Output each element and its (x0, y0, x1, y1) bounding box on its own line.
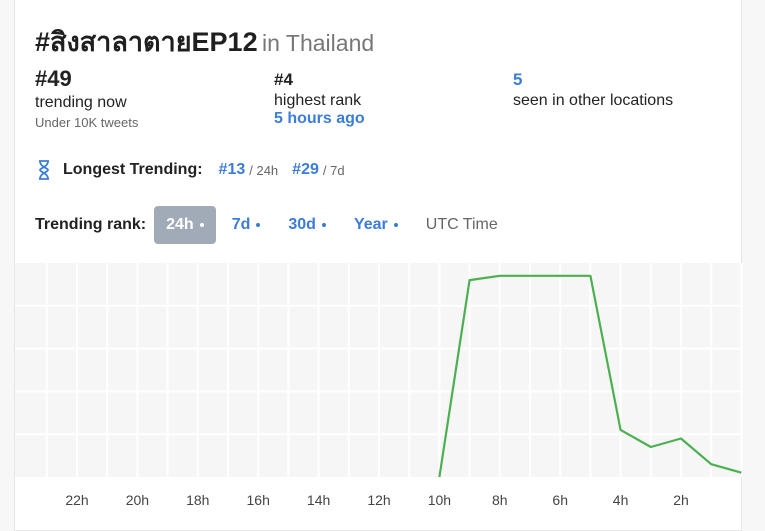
trend-chart: 22h 20h 18h 16h 14h 12h 10h 8h 6h 4h 2h (15, 263, 743, 508)
x-tick-label: 10h (428, 492, 451, 508)
dot-icon (321, 223, 326, 227)
current-rank: #49 (35, 66, 72, 91)
grid-lines (15, 263, 743, 477)
tab-year[interactable]: Year (342, 206, 410, 244)
longest-period-7d: / 7d (322, 162, 345, 178)
page-title: #สิงสาลาตายEP12 in Thailand (35, 20, 374, 63)
highest-rank-time[interactable]: 5 hours ago (274, 110, 365, 127)
x-tick-label: 18h (186, 492, 209, 508)
longest-rank-7d[interactable]: #29 (292, 161, 319, 178)
tweet-volume: Under 10K tweets (35, 115, 139, 130)
x-tick-label: 4h (613, 492, 629, 508)
highest-rank: #4 (274, 70, 293, 89)
dot-icon (393, 223, 398, 227)
dot-icon (256, 223, 261, 227)
stat-current: #49 trending now Under 10K tweets (35, 66, 138, 130)
tab-30d-label: 30d (288, 216, 316, 233)
hourglass-icon (39, 160, 49, 180)
x-tick-label: 12h (367, 492, 390, 508)
tab-year-label: Year (353, 216, 388, 233)
hashtag-title: #สิงสาลาตายEP12 (35, 27, 258, 57)
longest-rank-24h[interactable]: #13 (218, 161, 246, 178)
x-tick-label: 8h (492, 492, 508, 508)
x-tick-label: 16h (247, 492, 270, 508)
trend-card: #สิงสาลาตายEP12 in Thailand #49 trending… (14, 0, 743, 531)
utc-time-toggle[interactable]: UTC Time (425, 216, 498, 233)
tab-7d-label: 7d (231, 216, 251, 233)
x-axis: 22h 20h 18h 16h 14h 12h 10h 8h 6h 4h 2h (65, 492, 688, 508)
locations-label: seen in other locations (513, 92, 674, 109)
x-tick-label: 14h (307, 492, 330, 508)
x-tick-label: 2h (673, 492, 689, 508)
location-label: in Thailand (262, 30, 375, 56)
tab-7d[interactable]: 7d (220, 206, 273, 244)
tab-24h-label: 24h (166, 216, 194, 233)
tab-24h[interactable]: 24h (154, 206, 216, 244)
stat-locations: 5 seen in other locations (513, 70, 673, 110)
tab-30d[interactable]: 30d (276, 206, 338, 244)
dot-icon (199, 223, 204, 227)
x-tick-label: 22h (65, 492, 88, 508)
x-tick-label: 6h (552, 492, 568, 508)
rank-tabs-label: Trending rank: (35, 216, 147, 233)
highest-rank-label: highest rank (274, 92, 362, 109)
longest-trending: Longest Trending: #13 / 24h #29 / 7d (37, 160, 359, 180)
longest-trending-title: Longest Trending: (63, 161, 203, 178)
x-tick-label: 20h (126, 492, 149, 508)
longest-period-24h: / 24h (249, 162, 279, 178)
current-rank-label: trending now (35, 94, 127, 111)
series-line (438, 274, 742, 478)
stat-highest: #4 highest rank 5 hours ago (274, 70, 365, 128)
locations-count[interactable]: 5 (513, 70, 523, 89)
rank-tabs: Trending rank: 24h 7d 30d Year UTC Time (35, 206, 510, 244)
